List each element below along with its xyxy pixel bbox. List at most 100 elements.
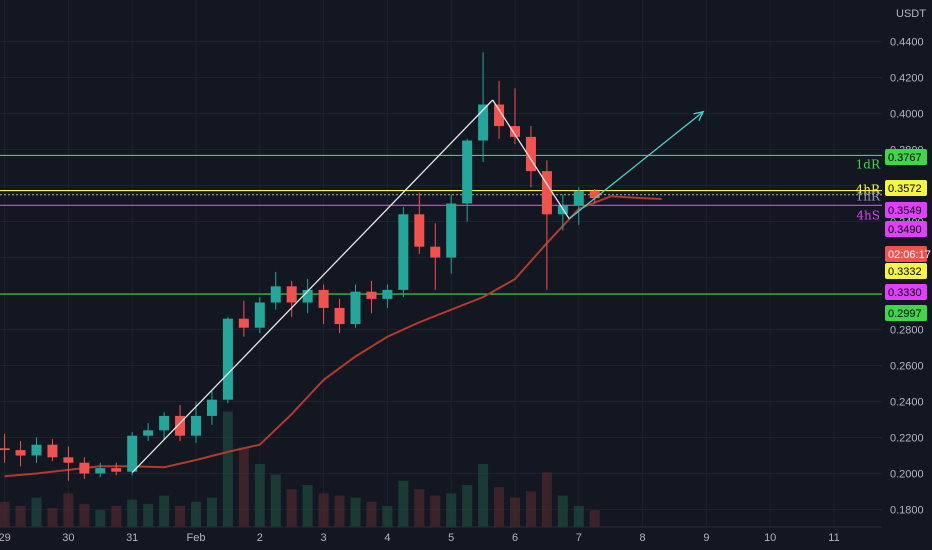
candle-body bbox=[334, 307, 345, 325]
candle-body bbox=[446, 203, 457, 258]
price-badge bbox=[885, 263, 927, 279]
price-tick-label: 0.2600 bbox=[890, 361, 924, 373]
price-tick-label: 0.2400 bbox=[890, 397, 924, 409]
candle-body bbox=[350, 291, 361, 325]
candle-body bbox=[191, 415, 201, 436]
trend-line[interactable] bbox=[568, 111, 704, 220]
candle-body bbox=[398, 214, 409, 290]
candle-body bbox=[430, 246, 441, 258]
volume-bar bbox=[350, 497, 361, 527]
candle-body bbox=[494, 104, 505, 127]
candle-body bbox=[573, 190, 584, 206]
time-tick-label: 31 bbox=[126, 532, 138, 544]
candle-body bbox=[206, 399, 217, 416]
candle-body bbox=[175, 415, 186, 436]
volume-bar bbox=[573, 506, 584, 527]
time-tick-label: 29 bbox=[0, 532, 11, 544]
price-badges: 0.3767 0.3572 0.3549 0.3490 02:06:17 0.3332 0.… bbox=[885, 149, 931, 321]
volume-bar bbox=[15, 506, 26, 527]
horizontal-levels bbox=[0, 154, 882, 295]
volume-bar bbox=[398, 480, 409, 527]
candle-body bbox=[222, 318, 233, 400]
trend-lines[interactable] bbox=[131, 99, 705, 474]
price-badge-text: 0.2997 bbox=[888, 308, 922, 320]
candle-body bbox=[302, 289, 313, 303]
price-tick-label: 0.4200 bbox=[890, 73, 924, 85]
price-badge bbox=[885, 284, 927, 300]
candle-body bbox=[318, 289, 329, 308]
volume-bar bbox=[366, 501, 377, 527]
time-tick-label: 11 bbox=[828, 532, 839, 544]
trend-line[interactable] bbox=[492, 99, 570, 220]
price-badge bbox=[885, 149, 927, 165]
candle-body bbox=[254, 302, 265, 328]
volume-bar bbox=[334, 495, 345, 527]
volume-bar bbox=[143, 503, 154, 527]
volume-bar bbox=[47, 508, 58, 527]
trend-line[interactable] bbox=[131, 99, 494, 474]
volume-bar bbox=[302, 485, 313, 527]
candle-body bbox=[510, 126, 520, 137]
volume-bar bbox=[95, 510, 106, 527]
candle-body bbox=[95, 468, 106, 474]
price-badge-text: 0.3767 bbox=[888, 152, 922, 164]
volume-bar bbox=[478, 464, 489, 527]
volume-bar bbox=[589, 510, 600, 527]
volume-bar bbox=[159, 495, 170, 527]
candle-body bbox=[47, 444, 58, 458]
level-label: 1dR bbox=[856, 157, 881, 171]
price-badge bbox=[885, 246, 927, 262]
price-tick-label: 0.4400 bbox=[890, 37, 924, 49]
volume-bar bbox=[63, 493, 74, 527]
candle-body bbox=[589, 190, 600, 199]
level-label: 1hR bbox=[856, 190, 881, 204]
volume-bar bbox=[462, 485, 473, 527]
candle-body bbox=[159, 415, 170, 431]
candle-body bbox=[541, 171, 552, 215]
price-badge-text: 0.3572 bbox=[888, 183, 922, 195]
time-tick-label: 7 bbox=[576, 532, 582, 544]
volume-bar bbox=[382, 506, 393, 527]
candle-body bbox=[127, 435, 138, 472]
price-tick-label: 0.2000 bbox=[890, 469, 924, 481]
trend-arrowhead bbox=[693, 110, 705, 122]
candle-body bbox=[79, 462, 90, 474]
volume-bar bbox=[254, 464, 265, 527]
time-tick-label: 4 bbox=[384, 532, 390, 544]
price-tick-label: 0.2800 bbox=[890, 325, 924, 337]
volume-bar bbox=[79, 503, 90, 527]
time-tick-label: Feb bbox=[187, 532, 206, 544]
candle-body bbox=[286, 286, 297, 303]
candle-body bbox=[238, 318, 249, 328]
candles bbox=[0, 52, 600, 481]
price-tick-label: 0.2200 bbox=[890, 433, 924, 445]
time-tick-label: 2 bbox=[257, 532, 263, 544]
volume-bar bbox=[191, 501, 201, 527]
volume-bar bbox=[318, 493, 329, 527]
price-tick-label: 0.1800 bbox=[890, 505, 924, 517]
time-axis[interactable]: 29 30 31 Feb 2 3 4 5 6 7 8 9 10 11 bbox=[0, 526, 882, 544]
price-badge-text: 0.3490 bbox=[888, 224, 922, 236]
price-badge-text: 02:06:17 bbox=[888, 249, 931, 261]
price-badge bbox=[885, 221, 927, 237]
volume-bar bbox=[127, 499, 138, 527]
price-axis-unit: USDT bbox=[896, 8, 926, 20]
time-tick-label: 9 bbox=[703, 532, 709, 544]
candle-body bbox=[143, 430, 154, 436]
candle-body bbox=[525, 136, 536, 172]
volume-bar bbox=[270, 474, 281, 527]
candle-body bbox=[15, 450, 26, 456]
level-label: 4hS bbox=[856, 208, 880, 222]
time-tick-label: 30 bbox=[62, 532, 74, 544]
time-tick-label: 3 bbox=[321, 532, 327, 544]
candle-body bbox=[382, 289, 393, 299]
volume-bar bbox=[222, 411, 233, 527]
price-axis[interactable]: USDT 0.44000.42000.40000.38000.36000.340… bbox=[890, 8, 926, 517]
price-tick-label: 0.4000 bbox=[890, 109, 924, 121]
time-tick-label: 6 bbox=[512, 532, 518, 544]
volume-bar bbox=[0, 501, 10, 527]
time-tick-label: 5 bbox=[448, 532, 454, 544]
time-tick-label: 10 bbox=[764, 532, 776, 544]
